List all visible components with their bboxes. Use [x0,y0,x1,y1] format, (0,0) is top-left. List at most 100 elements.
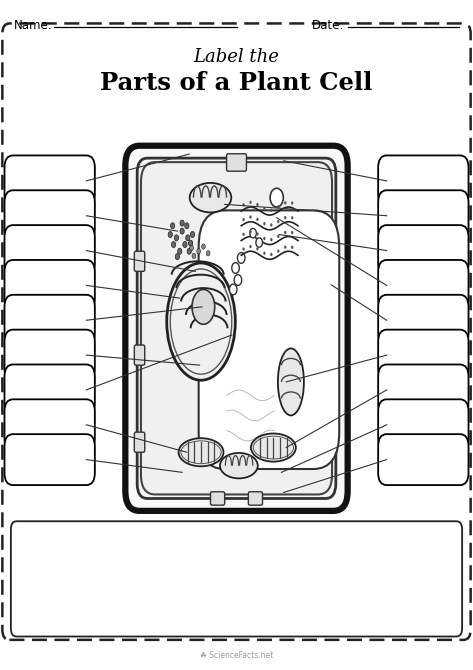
FancyBboxPatch shape [2,23,471,640]
Ellipse shape [190,183,231,212]
Text: Golgi apparatus: Golgi apparatus [28,553,98,562]
FancyBboxPatch shape [378,190,468,241]
Ellipse shape [242,232,245,236]
Ellipse shape [188,240,193,246]
Text: Word Box: Word Box [209,535,264,548]
Ellipse shape [206,251,210,256]
Ellipse shape [183,242,187,248]
Ellipse shape [284,216,287,219]
Ellipse shape [256,218,259,221]
Text: Nucleolus: Nucleolus [258,553,300,562]
Ellipse shape [249,245,252,249]
FancyBboxPatch shape [378,399,468,450]
FancyBboxPatch shape [378,155,468,206]
Ellipse shape [197,249,201,254]
Ellipse shape [254,436,293,459]
Text: ☘ ScienceFacts.net: ☘ ScienceFacts.net [200,651,273,660]
FancyBboxPatch shape [210,492,225,505]
Ellipse shape [242,203,245,206]
FancyBboxPatch shape [4,330,95,381]
Ellipse shape [229,284,237,295]
Ellipse shape [242,218,245,221]
Text: Name:: Name: [14,19,53,32]
Ellipse shape [192,253,196,259]
FancyBboxPatch shape [4,434,95,485]
Text: Cell wall: Cell wall [331,553,368,562]
Ellipse shape [284,230,287,234]
Ellipse shape [232,263,239,273]
Ellipse shape [249,230,252,234]
Text: Golgi vesicles: Golgi vesicles [102,572,162,581]
Ellipse shape [256,203,259,206]
Ellipse shape [168,232,172,237]
FancyBboxPatch shape [248,492,263,505]
Ellipse shape [291,246,293,249]
Text: Cytoplasm: Cytoplasm [182,572,228,581]
Ellipse shape [277,220,280,223]
Ellipse shape [187,249,192,254]
Ellipse shape [256,232,259,236]
FancyBboxPatch shape [4,260,95,311]
Text: Label the: Label the [193,48,280,66]
Ellipse shape [237,253,245,263]
FancyBboxPatch shape [134,345,145,365]
FancyBboxPatch shape [4,155,95,206]
Ellipse shape [190,245,193,251]
Text: Peroxisome: Peroxisome [102,609,152,618]
Ellipse shape [270,188,283,207]
FancyBboxPatch shape [199,210,339,469]
Ellipse shape [284,245,287,249]
FancyBboxPatch shape [378,260,468,311]
Ellipse shape [178,438,223,466]
FancyBboxPatch shape [378,330,468,381]
Text: Central vacuole: Central vacuole [28,590,97,600]
Ellipse shape [270,223,272,226]
Ellipse shape [270,208,272,212]
Ellipse shape [201,244,205,249]
Ellipse shape [234,275,242,285]
Text: Parts of a Plant Cell: Parts of a Plant Cell [100,71,373,95]
Ellipse shape [220,453,258,478]
Ellipse shape [170,269,232,374]
Text: Date:: Date: [312,19,344,32]
Ellipse shape [263,237,265,240]
Ellipse shape [284,201,287,204]
FancyBboxPatch shape [134,432,145,452]
Ellipse shape [277,205,280,208]
Ellipse shape [291,202,293,205]
Ellipse shape [291,231,293,234]
FancyBboxPatch shape [4,190,95,241]
FancyBboxPatch shape [11,521,462,636]
Text: Rough endoplasmic reticulum: Rough endoplasmic reticulum [182,609,312,618]
Ellipse shape [192,289,215,324]
Text: Chloroplast: Chloroplast [331,572,381,581]
Ellipse shape [180,228,184,234]
FancyBboxPatch shape [4,295,95,346]
Ellipse shape [180,220,184,226]
Ellipse shape [291,216,293,220]
FancyBboxPatch shape [141,162,332,494]
FancyBboxPatch shape [4,225,95,276]
FancyBboxPatch shape [227,153,246,172]
Ellipse shape [184,222,189,228]
FancyBboxPatch shape [4,399,95,450]
Ellipse shape [171,242,176,248]
Ellipse shape [263,207,265,210]
Ellipse shape [190,232,195,237]
Text: Mitochondrion: Mitochondrion [102,553,164,562]
Ellipse shape [256,238,263,247]
Ellipse shape [278,348,304,415]
Ellipse shape [170,222,175,228]
Ellipse shape [277,234,280,238]
Ellipse shape [242,247,245,251]
Text: Ribosome: Ribosome [182,553,225,562]
Ellipse shape [251,433,296,462]
Ellipse shape [256,247,259,251]
FancyBboxPatch shape [378,295,468,346]
Ellipse shape [185,234,190,241]
FancyBboxPatch shape [378,434,468,485]
Ellipse shape [249,201,252,204]
FancyBboxPatch shape [137,158,336,498]
Ellipse shape [174,234,179,241]
Ellipse shape [270,238,272,241]
